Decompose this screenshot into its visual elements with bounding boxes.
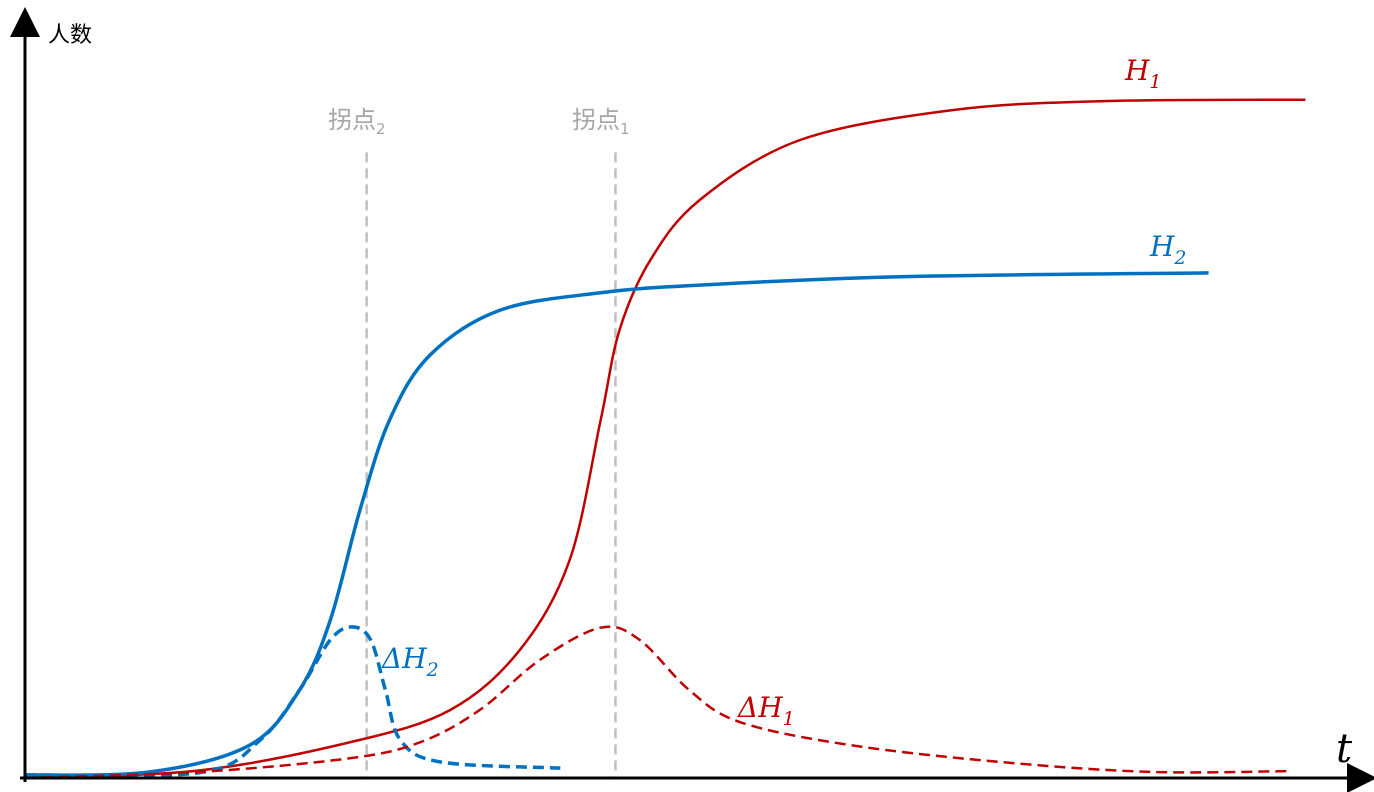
h1-label: H1 [1124,54,1162,93]
series-line-delta-h2 [24,625,561,778]
delta-h2-label: ΔH2 [381,642,439,681]
inflection-2-label: 拐点2 [328,106,386,138]
y-axis-label: 人数 [48,23,92,48]
series-lines [24,98,1306,780]
inflection-guides [365,152,617,778]
inflection-1-label: 拐点1 [572,106,630,138]
x-axis-label: t [1336,726,1353,772]
series-line-h1 [24,98,1306,780]
series-line-delta-h1 [24,625,1290,780]
h2-label: H2 [1149,230,1187,269]
delta-h1-label: ΔH1 [737,691,795,730]
series-line-h2 [24,271,1209,777]
